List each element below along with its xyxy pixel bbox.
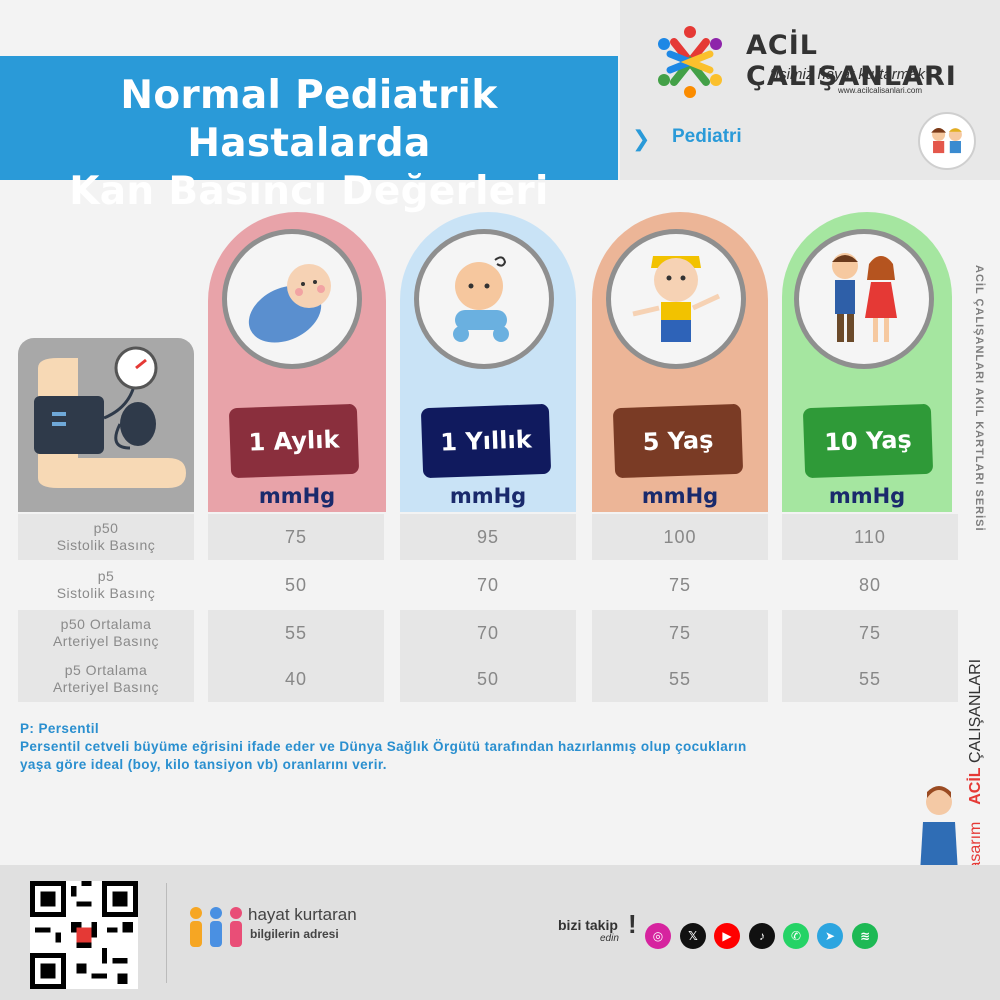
x-icon[interactable]: 𝕏 (680, 923, 706, 949)
footer-divider (166, 883, 167, 983)
page-title: Normal Pediatrik Hastalarda Kan Basıncı … (0, 72, 618, 216)
row-label: p5 Sistolik Basınç (18, 562, 194, 608)
value-cell: 100 (592, 514, 768, 560)
telegram-icon[interactable]: ➤ (817, 923, 843, 949)
waving-boy-icon (606, 229, 746, 369)
value-cell: 70 (476, 575, 500, 595)
table-row: p50 Sistolik Basınç 75 95 100 110 (18, 514, 962, 560)
title-band: Normal Pediatrik Hastalarda Kan Basıncı … (0, 56, 618, 214)
value-cell: 50 (284, 575, 308, 595)
percentile-note: P: Persentil Persentil cetveli büyüme eğ… (20, 720, 920, 774)
value-cell: 55 (592, 656, 768, 702)
spotify-icon[interactable]: ≋ (852, 923, 878, 949)
brand-panel: ACİL ÇALIŞANLARI “İşimiz hayat kurtarmak… (620, 0, 1000, 180)
children-illustration-icon (918, 112, 976, 170)
age-column-5-years: 5 Yaş mmHg (592, 212, 768, 512)
blood-pressure-monitor-icon (18, 338, 194, 512)
row-label: p50 Ortalama Arteriyel Basınç (18, 610, 194, 656)
value-cell: 75 (782, 610, 958, 656)
age-column-10-years: 10 Yaş mmHg (782, 212, 952, 512)
note-line-1: P: Persentil (20, 721, 100, 736)
category-label: Pediatri (672, 126, 742, 147)
whatsapp-icon[interactable]: ✆ (783, 923, 809, 949)
age-column-1-month: 1 Aylık mmHg (208, 212, 386, 512)
row-label: p5 Ortalama Arteriyel Basınç (18, 656, 194, 702)
value-cell: 55 (782, 656, 958, 702)
youtube-icon[interactable]: ▶ (714, 923, 740, 949)
follow-label: bizi takip (558, 917, 618, 933)
people-group-icon (190, 907, 242, 947)
brand-slogan: “İşimiz hayat kurtarmak” (770, 66, 931, 83)
value-cell: 95 (400, 514, 576, 560)
brand-url: www.acilcalisanlari.com (838, 86, 923, 95)
title-line-1: Normal Pediatrik Hastalarda (120, 73, 498, 166)
brand-name: ACİL ÇALIŞANLARI (746, 30, 957, 92)
age-tag: 10 Yaş (802, 403, 934, 479)
table-row: p5 Sistolik Basınç 50 70 75 80 (18, 562, 962, 608)
boy-and-girl-icon (794, 229, 934, 369)
tagline-subtitle: bilgilerin adresi (250, 927, 339, 941)
value-cell: 70 (400, 610, 576, 656)
exclamation-icon: ! (628, 909, 637, 939)
value-cell: 50 (400, 656, 576, 702)
value-cell: 75 (668, 575, 692, 595)
crawling-baby-icon (414, 229, 554, 369)
age-tag: 1 Aylık (228, 403, 360, 479)
tiktok-icon[interactable]: ♪ (749, 923, 775, 949)
value-cell: 80 (858, 575, 882, 595)
note-line-3: yaşa göre ideal (boy, kilo tansiyon vb) … (20, 757, 387, 772)
value-cell: 75 (592, 610, 768, 656)
follow-label-sub: edin (600, 933, 619, 944)
tagline-title: hayat kurtaran (248, 905, 357, 924)
row-label: p50 Sistolik Basınç (18, 514, 194, 560)
unit-label: mmHg (258, 484, 336, 508)
unit-label: mmHg (641, 484, 719, 508)
age-tag: 5 Yaş (612, 403, 744, 479)
table-row: p5 Ortalama Arteriyel Basınç 40 50 55 55 (18, 656, 962, 702)
footer: hayat kurtaran bilgilerin adresi bizi ta… (0, 865, 1000, 1000)
table-row: p50 Ortalama Arteriyel Basınç 55 70 75 75 (18, 610, 962, 656)
note-line-2: Persentil cetveli büyüme eğrisini ifade … (20, 739, 747, 754)
value-cell: 110 (782, 514, 958, 560)
swaddled-baby-icon (222, 229, 362, 369)
title-line-2: Kan Basıncı Değerleri (69, 169, 549, 214)
series-caption: ACİL ÇALIŞANLARI AKIL KARTLARI SERİSİ (973, 265, 985, 532)
value-cell: 40 (208, 656, 384, 702)
age-column-1-year: 1 Yıllık mmHg (400, 212, 576, 512)
value-cell: 55 (208, 610, 384, 656)
chevron-right-icon: ❯ (632, 126, 651, 151)
age-tag: 1 Yıllık (420, 403, 552, 479)
instagram-icon[interactable]: ◎ (645, 923, 671, 949)
qr-code-icon[interactable] (30, 881, 138, 989)
value-cell: 75 (208, 514, 384, 560)
unit-label: mmHg (828, 484, 906, 508)
brand-logo-icon (658, 26, 722, 98)
unit-label: mmHg (449, 484, 527, 508)
